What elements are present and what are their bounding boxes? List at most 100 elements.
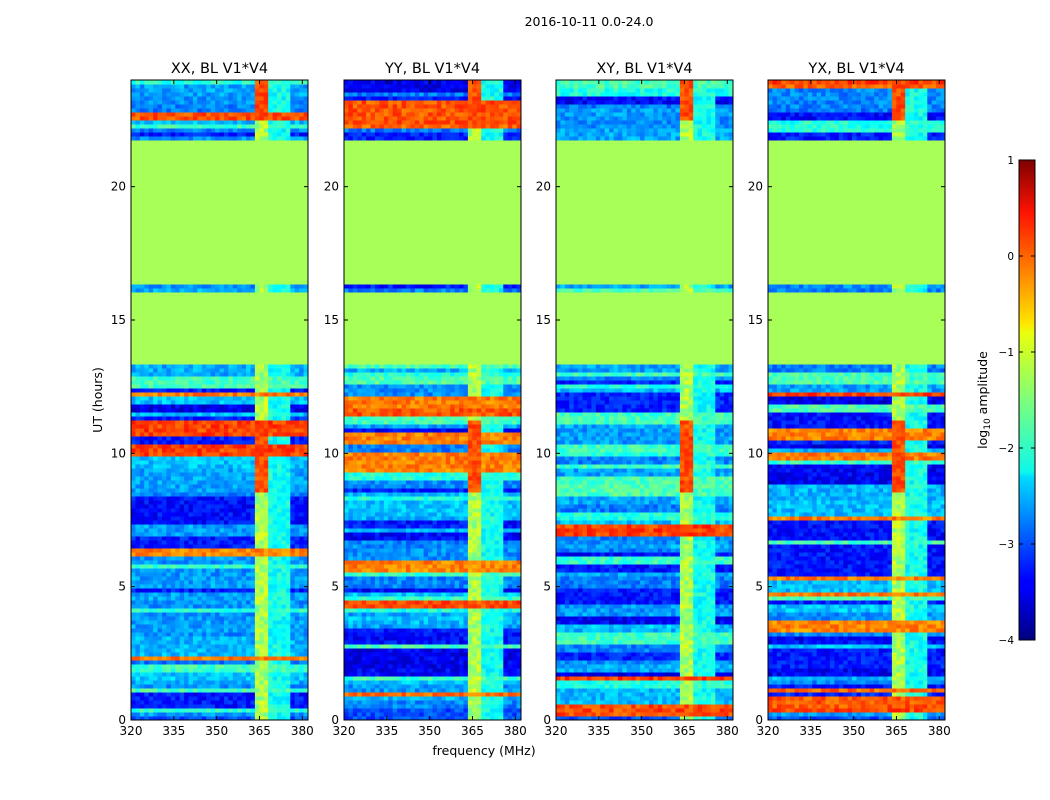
heatmap-cell (135, 684, 141, 689)
heatmap-cell (463, 676, 469, 681)
heatmap-cell (201, 92, 207, 97)
heatmap-cell (254, 104, 260, 109)
heatmap-cell (294, 692, 300, 697)
heatmap-cell (294, 372, 300, 377)
heatmap-cell (281, 124, 287, 129)
heatmap-cell (175, 572, 181, 577)
heatmap-cell (170, 444, 176, 449)
heatmap-cell (197, 284, 203, 289)
heatmap-cell (303, 500, 309, 505)
heatmap-cell (303, 84, 309, 89)
heatmap-cell (241, 92, 247, 97)
heatmap-cell (370, 684, 376, 689)
heatmap-cell (294, 600, 300, 605)
heatmap-cell (166, 400, 172, 405)
heatmap-cell (277, 624, 282, 629)
heatmap-cell (206, 380, 212, 385)
heatmap-cell (272, 88, 278, 93)
heatmap-cell (277, 540, 282, 545)
heatmap-cell (268, 548, 274, 553)
heatmap-cell (197, 476, 203, 481)
heatmap-cell (192, 80, 198, 85)
heatmap-cell (285, 464, 291, 469)
heatmap-cell (135, 516, 141, 521)
heatmap-cell (135, 560, 141, 565)
heatmap-cell (303, 108, 309, 113)
heatmap-cell (281, 372, 287, 377)
heatmap-cell (148, 476, 154, 481)
heatmap-cell (450, 656, 456, 661)
heatmap-cell (237, 412, 243, 417)
heatmap-cell (357, 684, 363, 689)
heatmap-cell (166, 660, 172, 665)
heatmap-cell (131, 600, 136, 605)
heatmap-cell (246, 476, 251, 481)
heatmap-cell (454, 716, 460, 721)
heatmap-cell (481, 676, 487, 681)
heatmap-cell (175, 484, 181, 489)
heatmap-cell (241, 520, 247, 525)
heatmap-cell (254, 552, 260, 557)
heatmap-cell (223, 508, 229, 513)
heatmap-cell (254, 500, 260, 505)
heatmap-cell (131, 252, 308, 257)
heatmap-cell (157, 480, 163, 485)
heatmap-cell (157, 380, 163, 385)
heatmap-cell (254, 656, 260, 661)
heatmap-cell (401, 672, 407, 677)
heatmap-cell (131, 356, 308, 361)
heatmap-cell (201, 524, 207, 529)
heatmap-cell (175, 376, 181, 381)
heatmap-cell (201, 80, 207, 85)
heatmap-cell (170, 108, 176, 113)
heatmap-cell (285, 664, 291, 669)
heatmap-cell (383, 656, 389, 661)
heatmap-cell (503, 704, 509, 709)
heatmap-cell (188, 288, 194, 293)
heatmap-cell (148, 388, 154, 393)
heatmap-cell (277, 688, 282, 693)
heatmap-cell (299, 604, 305, 609)
heatmap-cell (237, 124, 243, 129)
heatmap-cell (419, 684, 425, 689)
heatmap-cell (277, 368, 282, 373)
heatmap-cell (166, 640, 172, 645)
heatmap-cell (507, 672, 513, 677)
heatmap-cell (148, 616, 154, 621)
heatmap-cell (166, 500, 172, 505)
heatmap-cell (268, 120, 274, 125)
heatmap-cell (290, 580, 296, 585)
heatmap-cell (201, 680, 207, 685)
heatmap-cell (268, 136, 274, 141)
heatmap-cell (361, 680, 367, 685)
heatmap-cell (135, 104, 141, 109)
heatmap-cell (131, 440, 136, 445)
heatmap-cell (268, 92, 274, 97)
heatmap-cell (472, 696, 478, 701)
heatmap-cell (184, 484, 190, 489)
heatmap-cell (237, 540, 243, 545)
heatmap-cell (405, 696, 411, 701)
heatmap-cell (184, 464, 190, 469)
heatmap-cell (254, 116, 260, 121)
heatmap-cell (246, 672, 251, 677)
heatmap-cell (157, 504, 163, 509)
heatmap-cell (175, 396, 181, 401)
heatmap-cell (357, 660, 363, 665)
heatmap-cell (219, 496, 225, 501)
heatmap-cell (166, 132, 172, 137)
heatmap-cell (139, 644, 145, 649)
heatmap-cell (272, 680, 278, 685)
heatmap-cell (153, 676, 159, 681)
heatmap-cell (494, 664, 500, 669)
heatmap-cell (303, 364, 309, 369)
heatmap-cell (215, 644, 220, 649)
heatmap-cell (188, 524, 194, 529)
heatmap-cell (259, 92, 265, 97)
heatmap-cell (206, 628, 212, 633)
heatmap-cell (131, 608, 136, 613)
heatmap-cell (281, 628, 287, 633)
heatmap-cell (268, 376, 274, 381)
heatmap-cell (131, 708, 136, 713)
heatmap-cell (485, 688, 491, 693)
